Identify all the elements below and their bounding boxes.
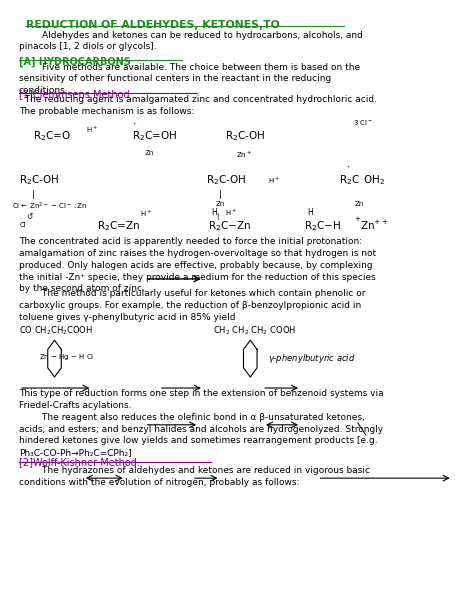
Text: R$_2$C-OH: R$_2$C-OH bbox=[225, 129, 265, 143]
Text: R$_2$C-OH: R$_2$C-OH bbox=[206, 173, 246, 187]
Text: +: + bbox=[355, 216, 360, 222]
Text: $^+$: $^+$ bbox=[346, 166, 352, 170]
Text: $^+$: $^+$ bbox=[132, 123, 138, 128]
Text: R$_2$C: R$_2$C bbox=[339, 173, 360, 187]
Text: H$^+$: H$^+$ bbox=[225, 208, 237, 218]
Text: R$_2$C-OH: R$_2$C-OH bbox=[19, 173, 59, 187]
Text: Zn: Zn bbox=[355, 201, 364, 207]
Text: Zn $-$ Hg $-$ H Cl: Zn $-$ Hg $-$ H Cl bbox=[39, 352, 94, 362]
Text: Zn$^+$: Zn$^+$ bbox=[236, 150, 252, 160]
Text: [2]Wolff-Kishner Method.: [2]Wolff-Kishner Method. bbox=[19, 457, 140, 467]
Text: The method is particularly useful for ketones which contain phenolic or
carboxyl: The method is particularly useful for ke… bbox=[19, 289, 365, 322]
Text: [1]Clemmsens Method: [1]Clemmsens Method bbox=[19, 89, 129, 99]
Text: R$_2$C=O: R$_2$C=O bbox=[33, 129, 71, 143]
Text: Zn: Zn bbox=[216, 201, 225, 207]
Text: Zn: Zn bbox=[145, 150, 154, 156]
Text: REDUCTION OF ALDEHYDES, KETONES,TO: REDUCTION OF ALDEHYDES, KETONES,TO bbox=[26, 20, 280, 29]
Text: R$_2$C$-$Zn: R$_2$C$-$Zn bbox=[208, 219, 251, 233]
Text: CO CH$_2$CH$_2$COOH: CO CH$_2$CH$_2$COOH bbox=[19, 325, 93, 337]
Text: [A] HYDROCARBONS: [A] HYDROCARBONS bbox=[19, 56, 131, 67]
Text: H$^+$: H$^+$ bbox=[268, 176, 280, 186]
Text: Cl: Cl bbox=[20, 222, 27, 228]
Text: H: H bbox=[307, 208, 313, 217]
Text: CH$_2$ CH$_2$ CH$_2$ COOH: CH$_2$ CH$_2$ CH$_2$ COOH bbox=[213, 325, 296, 337]
Text: Aldehydes and ketones can be reduced to hydrocarbons, alcohols, and
pinacols [1,: Aldehydes and ketones can be reduced to … bbox=[19, 31, 363, 51]
Text: The concentrated acid is apparently needed to force the initial protonation:
ama: The concentrated acid is apparently need… bbox=[19, 237, 376, 294]
Text: The hydrazones of aldehydes and ketones are reduced in vigorous basic
conditions: The hydrazones of aldehydes and ketones … bbox=[19, 466, 370, 487]
Text: This type of reduction forms one step in the extension of benzenoid systems via
: This type of reduction forms one step in… bbox=[19, 389, 383, 457]
Text: Zn$^{++}$: Zn$^{++}$ bbox=[360, 219, 389, 232]
Text: |: | bbox=[216, 213, 218, 219]
Text: H$^+$: H$^+$ bbox=[140, 209, 152, 219]
Text: R$_2$C=Zn: R$_2$C=Zn bbox=[97, 219, 140, 233]
Text: |: | bbox=[32, 190, 35, 199]
Text: H$^+$: H$^+$ bbox=[86, 125, 99, 135]
Text: R$_2$C=OH: R$_2$C=OH bbox=[132, 129, 177, 143]
Text: R$_2$C$-$H: R$_2$C$-$H bbox=[304, 219, 341, 233]
Text: The reducing agent is amalgamated zinc and concentrated hydrochloric acid.
The p: The reducing agent is amalgamated zinc a… bbox=[19, 95, 377, 116]
Text: 3 Cl$^-$: 3 Cl$^-$ bbox=[353, 118, 373, 127]
Text: Cl$\leftarrow$ Zn$^{2-}$ $-$ Cl$^-$ :Zn: Cl$\leftarrow$ Zn$^{2-}$ $-$ Cl$^-$ :Zn bbox=[12, 201, 87, 212]
Text: Five methods are available. The choice between them is based on the
sensitivity : Five methods are available. The choice b… bbox=[19, 63, 360, 95]
Text: H: H bbox=[211, 208, 217, 217]
Text: OH$_2$: OH$_2$ bbox=[363, 173, 384, 187]
Text: $\gamma$-phenylbutyric acid: $\gamma$-phenylbutyric acid bbox=[268, 352, 356, 365]
Text: $\circlearrowleft$: $\circlearrowleft$ bbox=[25, 211, 34, 221]
Text: |: | bbox=[219, 190, 222, 199]
